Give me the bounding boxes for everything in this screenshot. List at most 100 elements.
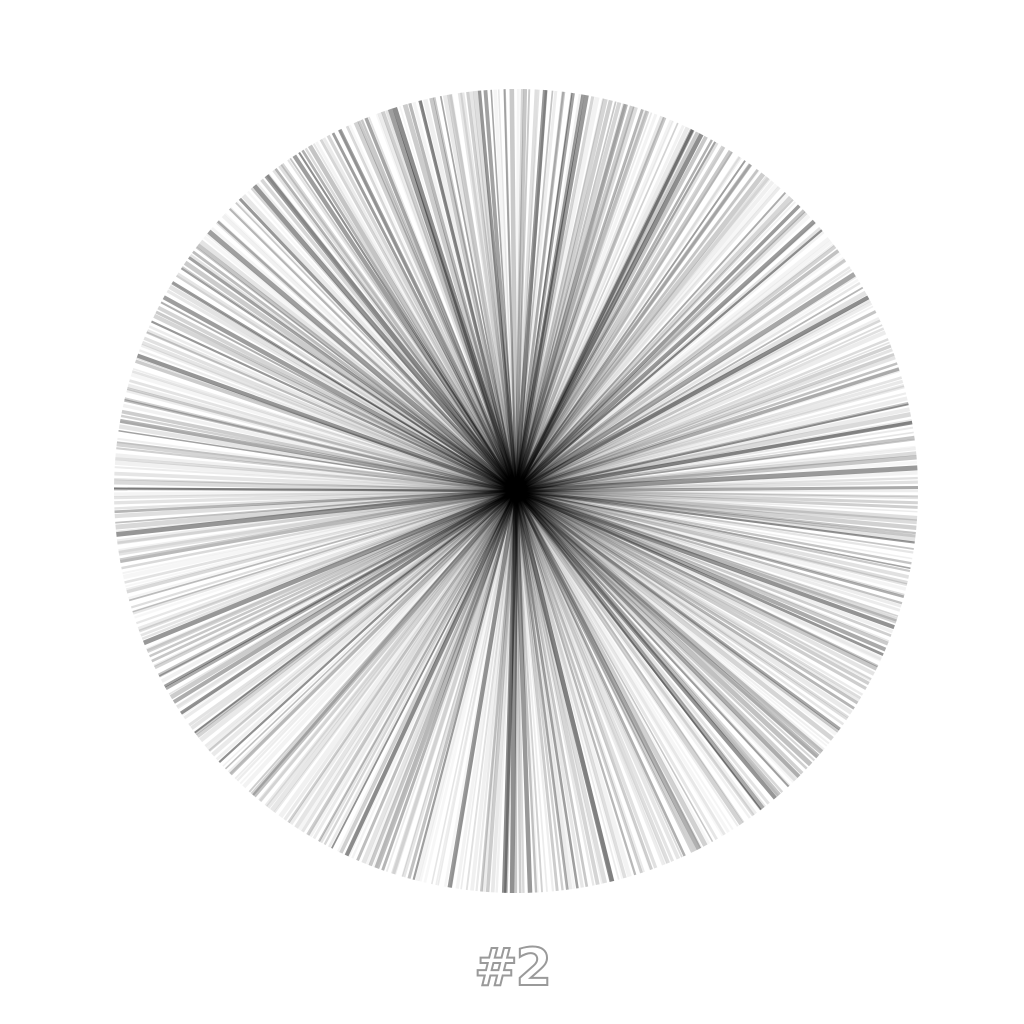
ray-line (148, 325, 517, 493)
ray-line (126, 387, 517, 493)
ray-line (287, 159, 517, 492)
ray-line (514, 89, 528, 492)
ray-line (515, 489, 872, 682)
ray-line (307, 489, 518, 838)
ray-line (514, 490, 755, 817)
center-point (512, 487, 520, 495)
ray-line (514, 119, 674, 492)
ray-line (515, 465, 918, 494)
ray-line (134, 359, 517, 493)
ray-line (119, 420, 517, 493)
ray-line (449, 490, 518, 888)
ray-line (515, 488, 918, 525)
ray-line (515, 489, 892, 637)
ray-line (513, 89, 548, 492)
ray-line (278, 164, 518, 493)
ray-line (514, 245, 837, 493)
ray-line (345, 125, 518, 492)
ray-line (140, 489, 517, 637)
ray-line (361, 490, 519, 864)
ray-line (215, 220, 518, 493)
ray-line (513, 133, 704, 493)
ray-line (429, 97, 519, 492)
ray-line (135, 489, 517, 625)
ray-line (119, 488, 517, 563)
ray-line (514, 139, 713, 492)
ray-line (301, 149, 518, 492)
ray-line (515, 327, 885, 493)
ray-line (168, 490, 517, 695)
ray-line (515, 489, 908, 587)
ray-line (117, 489, 517, 545)
ray-line (455, 490, 518, 889)
ray-line (114, 466, 517, 492)
ray-line (153, 313, 517, 493)
ray-line (114, 489, 517, 500)
ray-line (229, 207, 518, 493)
ray-line (288, 489, 518, 826)
ray-line (514, 489, 804, 775)
ray-line (115, 490, 517, 524)
ray-line (176, 272, 518, 493)
ray-line (515, 488, 897, 624)
ray-line (117, 437, 517, 493)
ray-line (289, 157, 517, 492)
ray-line (515, 330, 887, 493)
ray-line (485, 490, 518, 893)
ray-line (515, 489, 882, 662)
ray-line (515, 120, 675, 492)
ray-line (280, 163, 518, 493)
ray-line (168, 284, 518, 493)
ray-line (183, 489, 517, 720)
ray-line (514, 101, 622, 492)
ray-line (515, 396, 908, 494)
ray-line (338, 129, 517, 492)
ray-line (515, 490, 693, 853)
ray-line (515, 470, 918, 493)
ray-line (514, 490, 686, 857)
ray-line (515, 489, 908, 585)
ray-line (515, 89, 540, 492)
ray-line (515, 92, 573, 492)
ray-line (114, 478, 517, 493)
ray-line (151, 489, 517, 663)
ray-line (183, 260, 518, 493)
ray-line (514, 489, 853, 715)
ray-line (514, 489, 838, 736)
ray-line (514, 146, 726, 492)
ray-line (194, 489, 518, 736)
ray-line (515, 362, 898, 493)
ray-line (515, 489, 860, 702)
ray-line (115, 490, 517, 533)
ray-line (514, 129, 694, 492)
ray-line (189, 253, 517, 492)
ray-line (514, 490, 595, 886)
ray-line (513, 490, 608, 884)
ray-line (514, 90, 548, 492)
ray-line (513, 490, 573, 890)
ray-line (266, 173, 518, 493)
ray-line (514, 131, 700, 492)
ray-line (514, 489, 798, 782)
ray-line (501, 490, 519, 893)
ray-line (515, 198, 794, 492)
ray-line (119, 489, 517, 564)
ray-line (116, 441, 517, 492)
ray-line (514, 290, 867, 494)
ray-line (515, 348, 893, 493)
ray-line (515, 141, 717, 492)
ray-line (515, 379, 904, 493)
ray-line (515, 445, 916, 492)
ray-line (235, 201, 517, 492)
ray-line (158, 490, 517, 677)
ray-line (407, 490, 518, 879)
ray-line (128, 489, 517, 601)
ray-line (190, 489, 518, 730)
ray-line (514, 490, 522, 893)
ray-line (466, 91, 518, 492)
ray-line (515, 447, 916, 493)
ray-line (192, 250, 517, 493)
ray-line (515, 316, 880, 493)
ray-line (514, 490, 525, 893)
ray-line (515, 89, 531, 492)
